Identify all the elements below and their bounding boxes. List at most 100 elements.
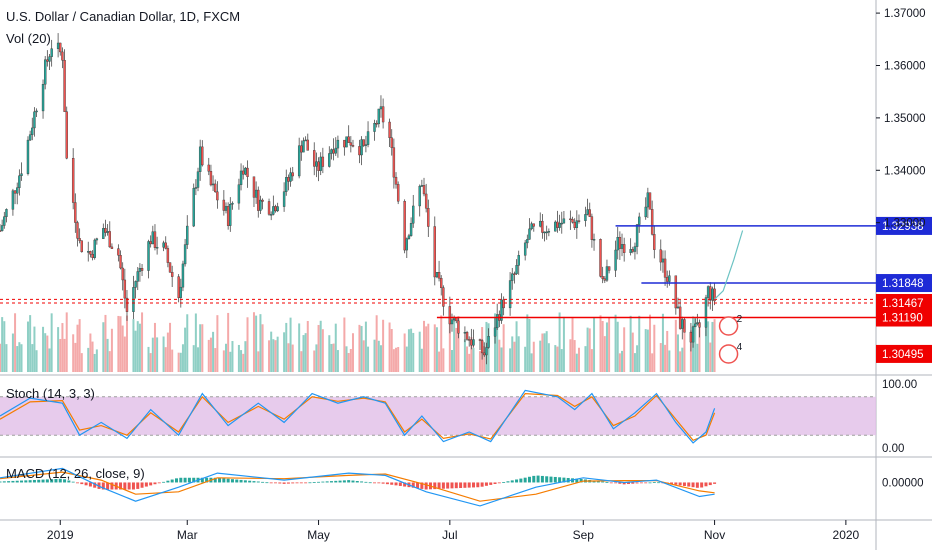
volume-bar <box>651 353 654 372</box>
volume-bar <box>472 347 475 372</box>
volume-bar <box>270 331 273 372</box>
candle-body <box>502 299 505 309</box>
volume-bar <box>72 334 75 372</box>
macd-histogram-bar <box>532 475 536 483</box>
candle-body <box>155 247 159 249</box>
candle-body <box>616 237 619 251</box>
candle-body <box>500 299 503 321</box>
candle-body <box>330 149 333 154</box>
volume-bar <box>102 322 105 372</box>
volume-label: Vol (20) <box>6 31 51 46</box>
candle-body <box>5 209 8 217</box>
macd-histogram-bar <box>708 482 712 486</box>
macd-histogram-bar <box>256 481 260 483</box>
volume-bar <box>87 347 90 372</box>
candle-body <box>246 167 249 177</box>
volume-bar <box>696 343 699 372</box>
macd-histogram-bar <box>411 482 415 488</box>
volume-bar <box>272 339 275 372</box>
volume-bar <box>584 346 587 372</box>
candle-body <box>696 322 699 325</box>
macd-histogram-bar <box>20 480 24 483</box>
candle-body <box>517 255 520 266</box>
volume-bar <box>388 322 391 372</box>
macd-histogram-bar <box>179 477 183 483</box>
candle-body <box>418 185 421 207</box>
candle-body <box>304 139 307 142</box>
volume-bar <box>268 340 271 372</box>
volume-bar <box>255 315 258 372</box>
macd-histogram-bar <box>278 482 282 484</box>
macd-histogram-bar <box>691 482 695 488</box>
candle-body <box>123 279 127 299</box>
candle-body <box>515 265 518 275</box>
candle-body <box>388 121 391 138</box>
candle-body <box>74 202 77 223</box>
volume-bar <box>153 322 156 372</box>
volume-bar <box>466 346 469 372</box>
volume-bar <box>528 319 531 372</box>
event-flag-icon[interactable] <box>718 344 739 364</box>
volume-bar <box>246 317 249 372</box>
candle-body <box>569 218 572 221</box>
candle-body <box>571 219 574 223</box>
candle-body <box>618 237 622 249</box>
volume-bar <box>181 344 184 372</box>
candle-body <box>186 225 189 245</box>
event-flag-icon[interactable] <box>718 316 739 336</box>
macd-histogram-bar <box>562 477 566 483</box>
candle-body <box>358 146 361 156</box>
stoch-label: Stoch (14, 3, 3) <box>6 386 95 401</box>
volume-bar <box>80 353 83 372</box>
projection-layer <box>714 230 744 300</box>
macd-histogram-bar <box>84 482 88 486</box>
price-tick-label: 1.37000 <box>884 8 926 20</box>
candle-body <box>198 146 202 172</box>
candle-body <box>377 108 381 125</box>
price-tag-text: 1.30495 <box>882 349 924 361</box>
macd-line <box>0 467 715 507</box>
candle-body <box>244 167 247 175</box>
volume-bar <box>649 314 652 372</box>
macd-histogram-bar <box>416 482 420 489</box>
candle-body <box>588 209 591 217</box>
candle-body <box>554 221 557 232</box>
volume-bar <box>229 351 232 372</box>
candle-body <box>0 225 4 231</box>
volume-bar <box>35 350 38 372</box>
volume-bar <box>136 321 139 372</box>
candle-body <box>121 267 124 281</box>
candle-body <box>541 220 544 233</box>
candle-body <box>691 326 695 343</box>
candle-body <box>448 306 452 325</box>
volume-bar <box>590 349 593 372</box>
volume-bar <box>345 346 348 372</box>
macd-histogram-bar <box>523 477 527 483</box>
candle-body <box>89 251 92 255</box>
macd-histogram-bar <box>463 482 467 488</box>
candle-body <box>635 224 639 247</box>
volume-bar <box>666 330 669 372</box>
volume-bar <box>425 326 428 372</box>
candle-body <box>495 314 499 329</box>
macd-histogram-bar <box>364 481 368 483</box>
volume-bar <box>276 336 279 372</box>
macd-histogram-bar <box>373 482 377 484</box>
candle-body <box>480 340 484 354</box>
volume-bar <box>162 336 165 372</box>
macd-histogram-bar <box>75 482 79 484</box>
volume-bar <box>713 319 716 372</box>
macd-histogram-bar <box>476 482 480 488</box>
candle-body <box>347 136 350 143</box>
volume-bar <box>212 331 215 372</box>
macd-histogram-bar <box>437 482 441 489</box>
volume-bar <box>298 323 301 372</box>
volume-bar <box>313 350 316 372</box>
macd-histogram-bar <box>519 478 523 483</box>
candle-body <box>706 286 710 298</box>
macd-histogram-bar <box>420 482 424 489</box>
volume-bar <box>63 338 66 372</box>
volume-bar <box>577 347 580 372</box>
